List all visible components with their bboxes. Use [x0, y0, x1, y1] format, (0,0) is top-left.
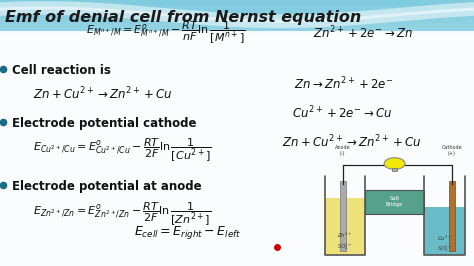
- Bar: [0, 18, 474, 22]
- Bar: [0, 58, 474, 62]
- Bar: [340, 181, 346, 251]
- Bar: [0, 89, 474, 93]
- Bar: [0, 244, 474, 248]
- Bar: [325, 198, 365, 255]
- Bar: [0, 27, 474, 31]
- Bar: [424, 207, 465, 255]
- Bar: [0, 44, 474, 49]
- Bar: [0, 53, 474, 58]
- Bar: [0, 111, 474, 115]
- Text: Cathode
(+): Cathode (+): [442, 145, 462, 156]
- Bar: [0, 173, 474, 177]
- Bar: [0, 253, 474, 257]
- Bar: [0, 106, 474, 111]
- Bar: [0, 102, 474, 106]
- Text: $Cu^{2+} + 2e^{-} \rightarrow Cu$: $Cu^{2+} + 2e^{-} \rightarrow Cu$: [292, 105, 392, 121]
- Bar: [0, 35, 474, 40]
- Bar: [0, 138, 474, 142]
- Text: Electrode potential at anode: Electrode potential at anode: [12, 180, 201, 193]
- Bar: [0, 231, 474, 235]
- Text: $SO_4^{2-}$: $SO_4^{2-}$: [437, 243, 452, 253]
- Text: $Zn + Cu^{2+} \rightarrow Zn^{2+} + Cu$: $Zn + Cu^{2+} \rightarrow Zn^{2+} + Cu$: [33, 86, 173, 103]
- Bar: [0, 0, 474, 31]
- Bar: [0, 124, 474, 128]
- Bar: [392, 168, 397, 171]
- Bar: [0, 239, 474, 244]
- Bar: [0, 80, 474, 84]
- Bar: [0, 217, 474, 222]
- Bar: [0, 133, 474, 138]
- Bar: [0, 49, 474, 53]
- Bar: [0, 177, 474, 182]
- Bar: [0, 93, 474, 98]
- Bar: [0, 155, 474, 160]
- Bar: [0, 22, 474, 27]
- Text: Salt
Bridge: Salt Bridge: [386, 197, 403, 207]
- Text: $Zn^{2+}$: $Zn^{2+}$: [337, 231, 352, 240]
- Text: $SO_4^{2-}$: $SO_4^{2-}$: [337, 241, 353, 252]
- Bar: [0, 5, 474, 9]
- Bar: [0, 195, 474, 200]
- Bar: [0, 13, 474, 18]
- Bar: [0, 62, 474, 66]
- Bar: [365, 190, 424, 214]
- Text: Emf of denial cell from Nernst equation: Emf of denial cell from Nernst equation: [5, 10, 361, 25]
- Bar: [0, 261, 474, 266]
- Text: Anode
(-): Anode (-): [335, 145, 351, 156]
- Text: Cell reaction is: Cell reaction is: [12, 64, 111, 77]
- Bar: [0, 71, 474, 75]
- Bar: [0, 40, 474, 44]
- Bar: [0, 151, 474, 155]
- Bar: [0, 164, 474, 168]
- Circle shape: [384, 158, 405, 169]
- Text: $Zn^{2+} + 2e^{-} \rightarrow Zn$: $Zn^{2+} + 2e^{-} \rightarrow Zn$: [312, 25, 413, 41]
- Bar: [0, 182, 474, 186]
- Bar: [0, 146, 474, 151]
- Bar: [0, 257, 474, 261]
- Bar: [0, 98, 474, 102]
- Bar: [0, 248, 474, 253]
- Text: $Zn + Cu^{2+} \rightarrow Zn^{2+} + Cu$: $Zn + Cu^{2+} \rightarrow Zn^{2+} + Cu$: [282, 134, 422, 151]
- Bar: [0, 142, 474, 146]
- Text: $E_{cell} = E_{right} - E_{left}$: $E_{cell} = E_{right} - E_{left}$: [134, 224, 241, 241]
- Bar: [0, 9, 474, 13]
- Bar: [0, 84, 474, 89]
- Bar: [0, 31, 474, 35]
- Bar: [0, 200, 474, 204]
- Text: $E_{Cu^{2+}/Cu} = E^{o}_{Cu^{2+}/Cu} - \dfrac{RT}{2F}\ln\dfrac{1}{[Cu^{2+}]}$: $E_{Cu^{2+}/Cu} = E^{o}_{Cu^{2+}/Cu} - \…: [33, 137, 212, 164]
- Text: $Cu^{2+}$: $Cu^{2+}$: [437, 234, 452, 243]
- Bar: [0, 75, 474, 80]
- Bar: [0, 235, 474, 239]
- Bar: [0, 115, 474, 120]
- Bar: [0, 120, 474, 124]
- Bar: [0, 160, 474, 164]
- Text: Electrode potential cathode: Electrode potential cathode: [12, 117, 196, 130]
- Bar: [0, 208, 474, 213]
- Bar: [0, 186, 474, 191]
- Bar: [0, 66, 474, 71]
- Text: $Zn \rightarrow Zn^{2+} + 2e^{-}$: $Zn \rightarrow Zn^{2+} + 2e^{-}$: [294, 76, 393, 92]
- Bar: [0, 168, 474, 173]
- Bar: [449, 181, 455, 251]
- Bar: [0, 204, 474, 208]
- Bar: [0, 0, 474, 5]
- Bar: [0, 31, 474, 266]
- Bar: [0, 128, 474, 133]
- Text: $E_{Zn^{2+}/Zn} = E^{o}_{Zn^{2+}/Zn} - \dfrac{RT}{2F}\ln\dfrac{1}{[Zn^{2+}]}$: $E_{Zn^{2+}/Zn} = E^{o}_{Zn^{2+}/Zn} - \…: [33, 201, 211, 228]
- Bar: [0, 222, 474, 226]
- Bar: [0, 191, 474, 195]
- Text: $E_{M^{n+}/M} = E^{o}_{M^{n+}/M} - \dfrac{RT}{nF}\ln\dfrac{1}{[M^{n+}]}$: $E_{M^{n+}/M} = E^{o}_{M^{n+}/M} - \dfra…: [86, 20, 246, 47]
- Bar: [0, 226, 474, 231]
- Bar: [0, 213, 474, 217]
